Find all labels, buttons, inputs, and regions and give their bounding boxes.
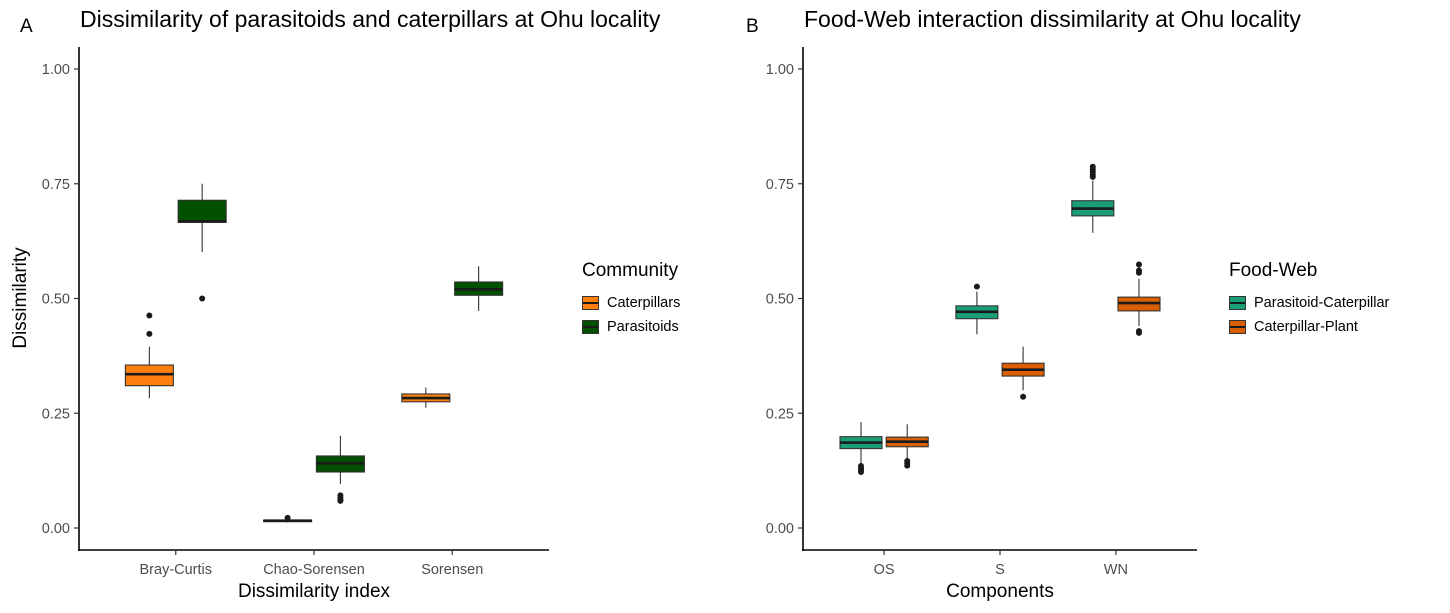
box-outlier: [337, 492, 344, 499]
legend-key: [582, 320, 599, 334]
box-outlier: [284, 514, 291, 521]
y-tick-label: 1.00: [766, 62, 794, 78]
box-outlier: [199, 295, 206, 302]
box-outlier: [146, 330, 153, 337]
legend-title: Community: [582, 260, 679, 281]
y-tick-label: 0.50: [766, 292, 794, 308]
x-tick-label: S: [995, 562, 1005, 578]
legend-label: Parasitoid-Caterpillar: [1254, 295, 1390, 311]
legend-item: Parasitoid-Caterpillar: [1229, 291, 1389, 315]
x-tick-label: Chao-Sorensen: [263, 562, 365, 578]
chart-plot-area: 0.00 0.25 0.50 0.75 1.00 Bray-Curtis Chao-Sore…: [10, 47, 549, 602]
y-tick-label: 0.25: [766, 406, 794, 422]
y-tick-label: 1.00: [42, 62, 70, 78]
box-outlier: [973, 283, 980, 290]
box-outlier: [1135, 267, 1142, 274]
legend-item: Caterpillar-Plant: [1229, 315, 1389, 339]
box-outlier: [1135, 328, 1142, 335]
legend-label: Parasitoids: [607, 319, 679, 335]
y-tick-label: 0.75: [766, 177, 794, 193]
chart-plot-area: 0.00 0.25 0.50 0.75 1.00 OS S WN Components: [766, 47, 1197, 602]
legend: Food-Web Parasitoid-Caterpillar Caterpil…: [1229, 260, 1389, 339]
panel-b: B Food-Web interaction dissimilarity at …: [725, 0, 1450, 613]
y-axis-title: Dissimilarity: [10, 247, 31, 349]
x-tick-label: Bray-Curtis: [140, 562, 213, 578]
legend-label: Caterpillar-Plant: [1254, 319, 1358, 335]
legend-label: Caterpillars: [607, 295, 681, 311]
legend-item: Caterpillars: [582, 291, 680, 315]
chart-title: Food-Web interaction dissimilarity at Oh…: [804, 6, 1301, 32]
box-outlier: [1089, 163, 1096, 170]
x-tick-label: OS: [874, 562, 895, 578]
legend-item: Parasitoids: [582, 315, 680, 339]
panel-letter: A: [20, 16, 33, 37]
legend-key: [582, 296, 599, 310]
box-outlier: [1020, 393, 1027, 400]
x-axis-title: Components: [946, 581, 1054, 602]
legend-key: [1229, 320, 1246, 334]
legend-key: [1229, 296, 1246, 310]
y-tick-label: 0.50: [42, 292, 70, 308]
box-outlier: [146, 312, 153, 319]
chart-title: Dissimilarity of parasitoids and caterpi…: [80, 6, 661, 32]
panel-a: A Dissimilarity of parasitoids and cater…: [10, 6, 680, 602]
box-outlier: [858, 463, 865, 470]
box-outlier: [1135, 261, 1142, 268]
panel-letter: B: [746, 16, 759, 37]
x-tick-label: Sorensen: [421, 562, 483, 578]
y-tick-label: 0.75: [42, 177, 70, 193]
y-tick-label: 0.00: [42, 521, 70, 537]
y-tick-label: 0.25: [42, 406, 70, 422]
box-outlier: [904, 457, 911, 464]
legend: Community Caterpillars Parasitoids: [582, 260, 680, 339]
legend-title: Food-Web: [1229, 260, 1318, 281]
y-tick-label: 0.00: [766, 521, 794, 537]
box-iqr: [177, 199, 227, 223]
x-tick-label: WN: [1104, 562, 1128, 578]
x-axis-title: Dissimilarity index: [238, 581, 391, 602]
